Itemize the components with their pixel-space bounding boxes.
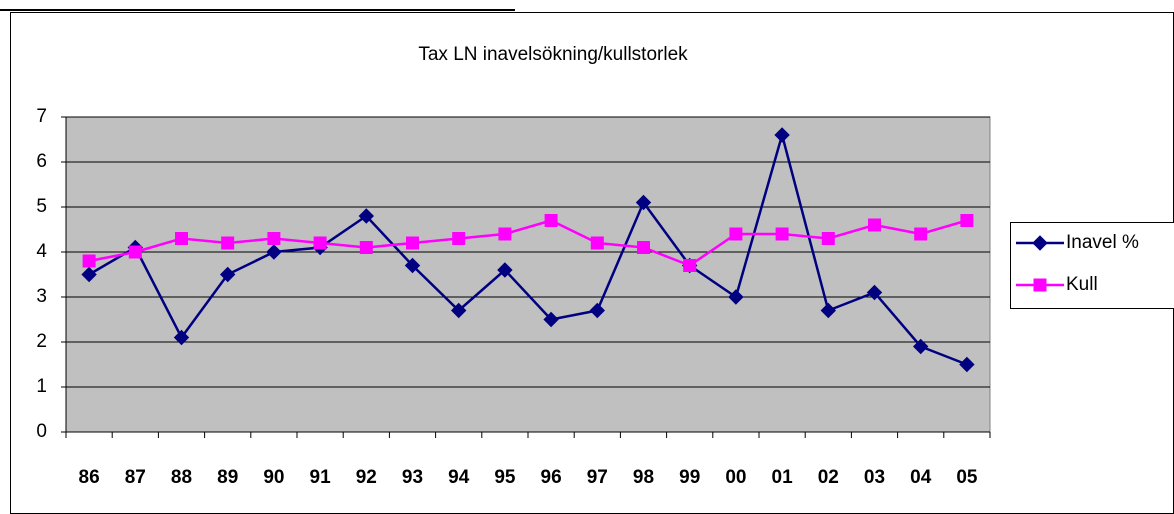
- point: [404, 257, 421, 274]
- point: [173, 329, 190, 346]
- point: [544, 214, 558, 227]
- y-tick-label: 2: [36, 331, 47, 352]
- x-tick-label: 88: [171, 467, 192, 488]
- point: [543, 311, 559, 328]
- x-tick-label: 92: [356, 467, 377, 488]
- legend-box: [1010, 222, 1174, 309]
- point: [359, 241, 373, 254]
- point: [821, 232, 835, 245]
- point: [313, 236, 327, 250]
- y-tick-label: 5: [36, 196, 47, 217]
- point: [820, 302, 837, 319]
- series-line: [88, 219, 968, 267]
- y-tick-label: 1: [36, 376, 47, 397]
- point: [266, 244, 282, 260]
- point: [81, 266, 97, 283]
- plot-area: [65, 116, 991, 433]
- point: [729, 227, 743, 241]
- x-tick-label: 05: [956, 467, 978, 488]
- point: [960, 214, 974, 227]
- x-tick-label: 90: [263, 467, 284, 488]
- point: [868, 218, 881, 232]
- point: [959, 356, 975, 373]
- series-line: [88, 130, 968, 366]
- point: [221, 236, 235, 250]
- point: [914, 227, 928, 241]
- legend-label: Inavel %: [1066, 232, 1139, 253]
- point: [128, 245, 142, 259]
- x-tick-label: 02: [818, 467, 839, 488]
- x-tick-label: 91: [310, 467, 332, 488]
- x-tick-label: 89: [217, 467, 238, 488]
- point: [450, 302, 467, 319]
- x-tick-label: 00: [725, 467, 746, 488]
- y-tick-label: 4: [36, 241, 47, 262]
- y-tick-label: 6: [36, 151, 47, 172]
- x-tick-label: 98: [633, 467, 654, 488]
- point: [175, 232, 188, 245]
- point: [82, 254, 96, 268]
- x-tick-label: 04: [910, 467, 932, 488]
- point: [452, 232, 466, 245]
- point: [774, 127, 790, 143]
- y-tick-label: 7: [36, 106, 47, 127]
- point: [219, 266, 236, 283]
- legend-marker: [1032, 235, 1048, 251]
- chart-title: Tax LN inavelsökning/kullstorlek: [418, 44, 688, 65]
- x-tick-label: 01: [772, 467, 794, 488]
- x-tick-label: 99: [679, 467, 700, 488]
- point: [635, 194, 652, 211]
- legend-marker: [1033, 278, 1047, 292]
- legend-label: Kull: [1066, 274, 1098, 295]
- x-tick-label: 93: [402, 467, 423, 488]
- point: [498, 227, 512, 241]
- x-tick-label: 96: [541, 467, 562, 488]
- x-tick-label: 03: [864, 467, 885, 488]
- x-tick-label: 94: [448, 467, 470, 488]
- point: [590, 236, 604, 250]
- point: [728, 289, 744, 305]
- point: [267, 232, 281, 245]
- point: [683, 259, 697, 272]
- y-tick-label: 0: [36, 421, 47, 442]
- point: [912, 338, 929, 355]
- point: [775, 227, 789, 241]
- point: [589, 302, 606, 319]
- point: [497, 262, 513, 278]
- x-tick-label: 87: [125, 467, 146, 488]
- x-tick-label: 86: [79, 467, 100, 488]
- y-tick-label: 3: [36, 286, 47, 307]
- point: [866, 284, 883, 301]
- point: [358, 208, 375, 224]
- point: [406, 236, 419, 250]
- x-tick-label: 97: [587, 467, 608, 488]
- point: [637, 241, 650, 254]
- x-tick-label: 95: [494, 467, 516, 488]
